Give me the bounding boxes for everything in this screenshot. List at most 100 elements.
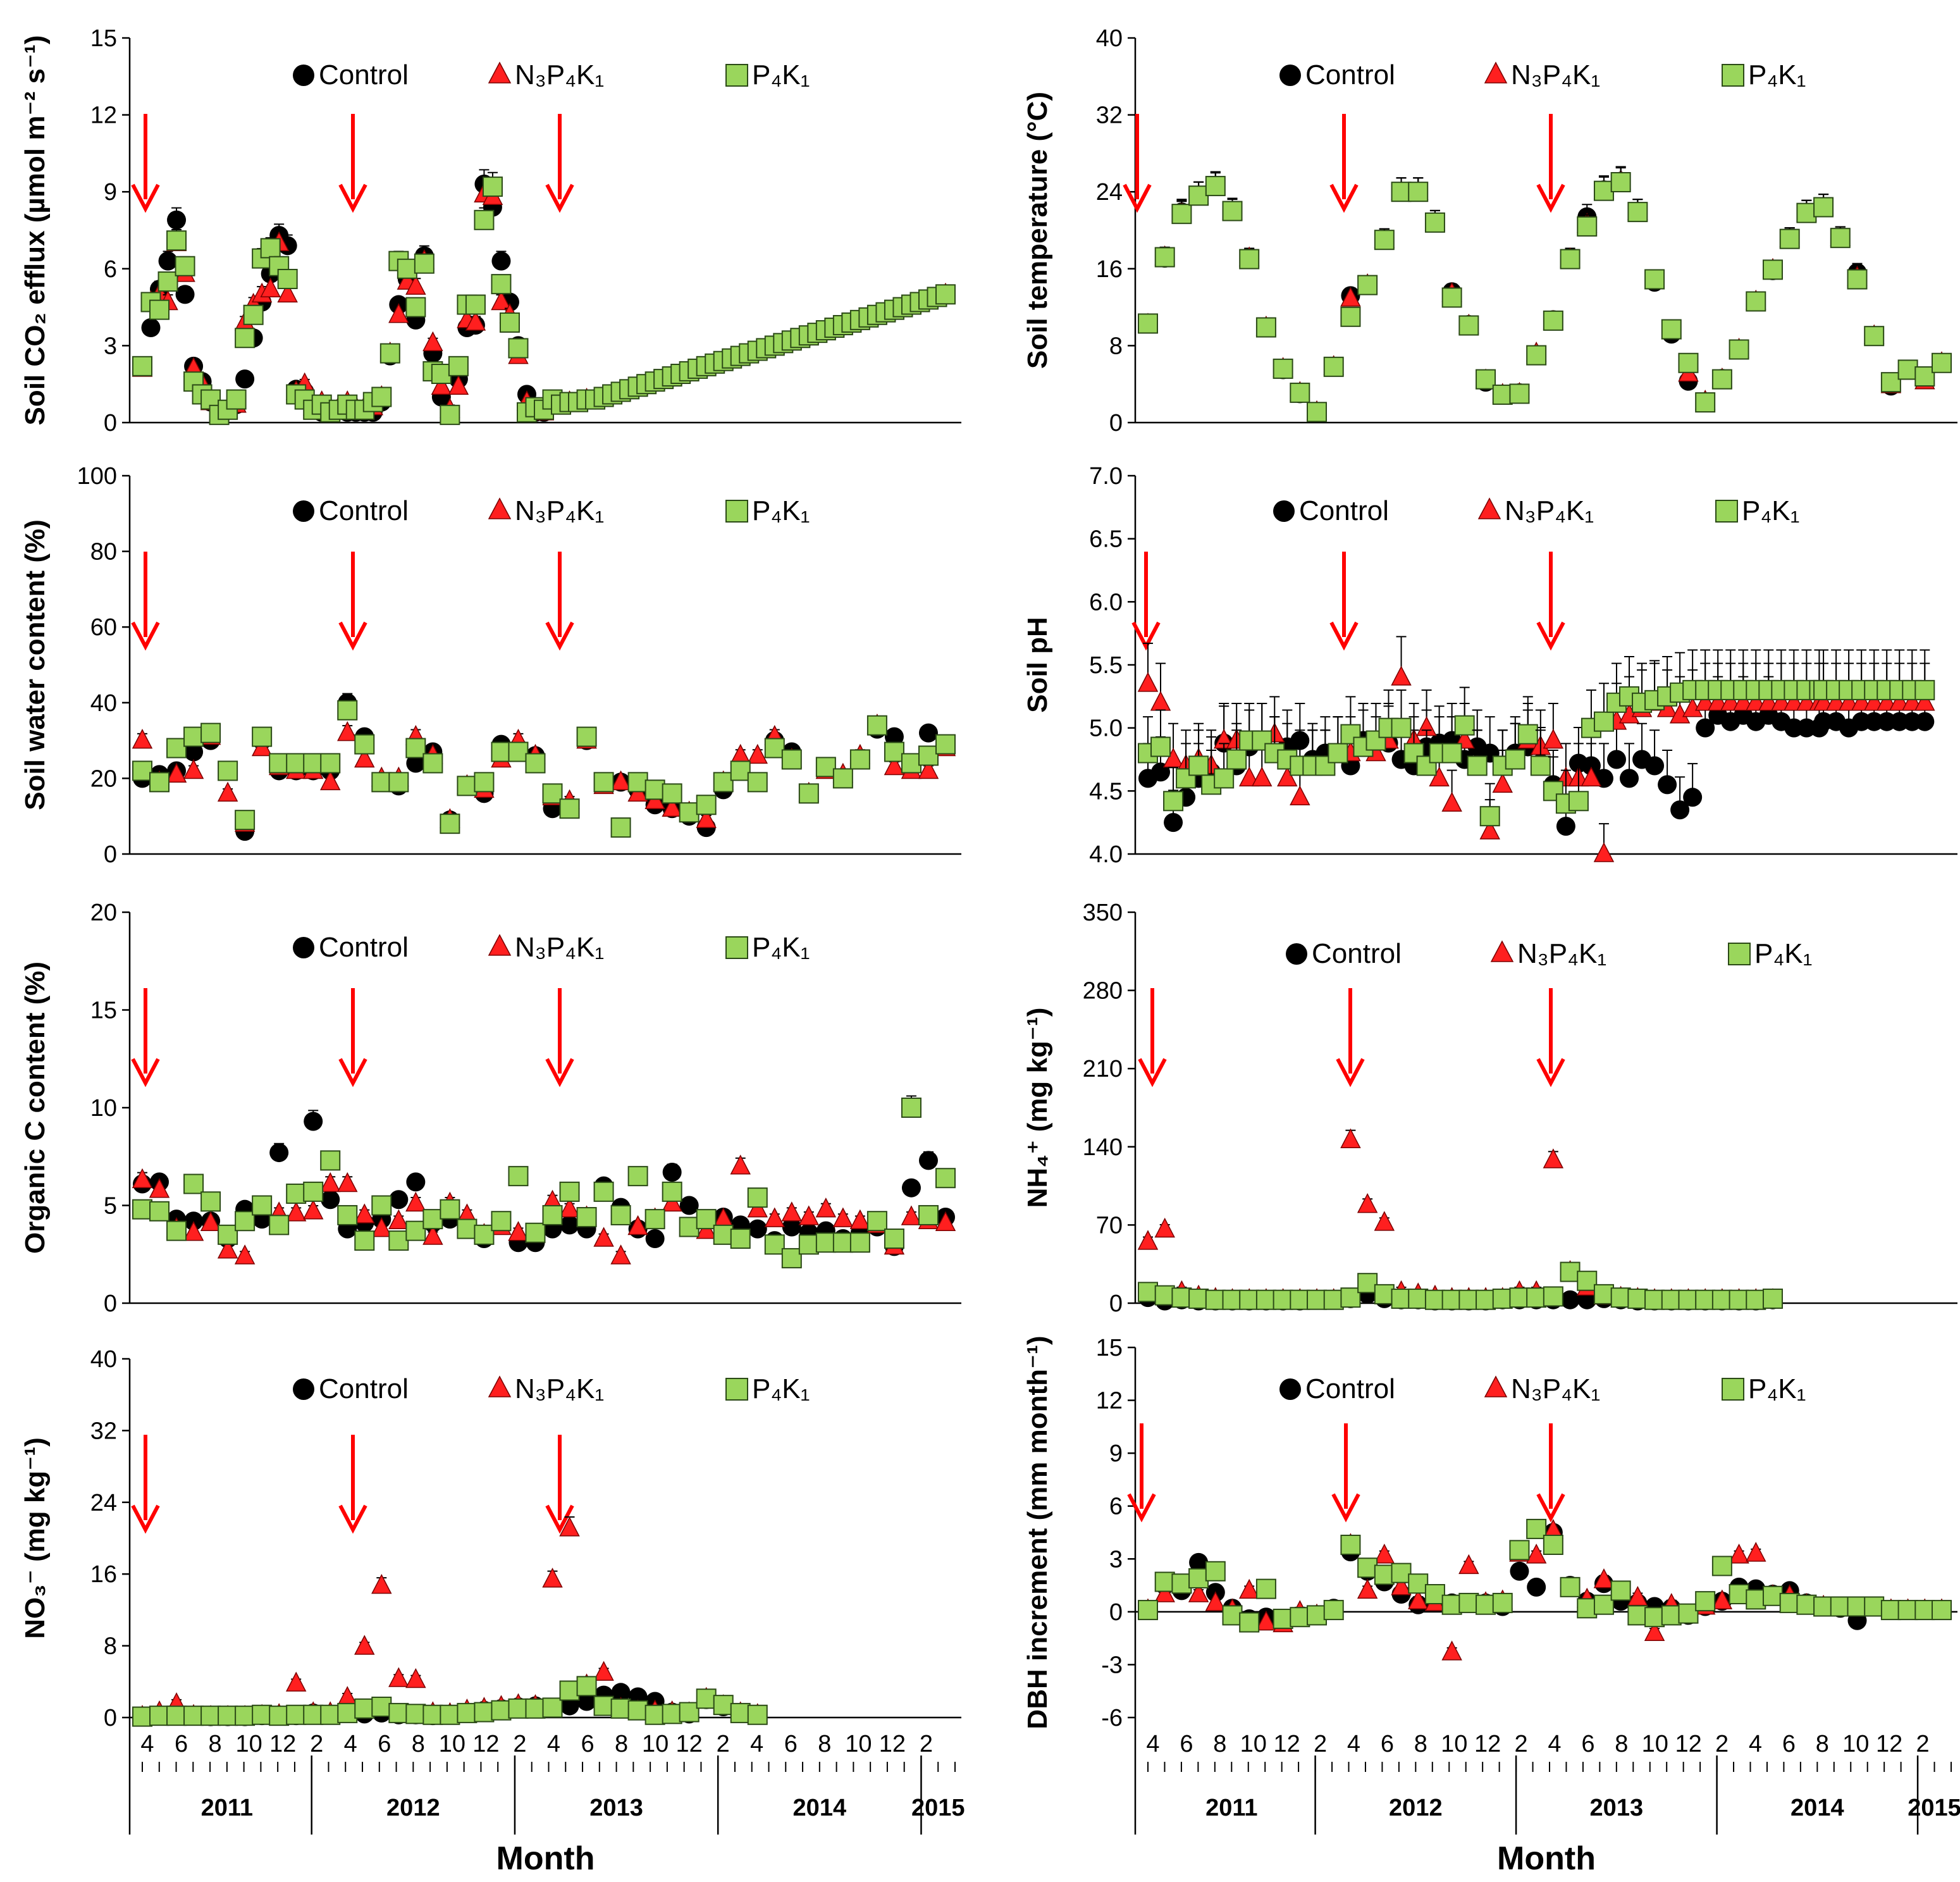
point-p4k1: [1932, 1600, 1952, 1621]
series-group: [1137, 1128, 1784, 1311]
y-tick-label: 7.0: [1089, 463, 1123, 490]
y-axis-title: NO₃⁻ (mg kg⁻¹): [20, 1437, 51, 1639]
point-p4k1: [1644, 269, 1665, 290]
y-tick-label: 4.5: [1089, 778, 1123, 805]
point-n3p4k1: [1746, 691, 1766, 711]
point-p4k1: [235, 1211, 256, 1232]
point-p4k1: [1509, 1540, 1530, 1561]
point-p4k1: [1543, 1535, 1563, 1555]
point-p4k1: [1307, 402, 1328, 423]
point-p4k1: [1577, 1598, 1598, 1619]
point-p4k1: [1729, 339, 1749, 360]
panel-temp: 0 8 16 24 32 40 Soil temperature (°C) Control N₃…: [1022, 25, 1957, 436]
point-n3p4k1: [1889, 691, 1910, 711]
point-p4k1: [1746, 1589, 1766, 1610]
y-axis-title: Soil water content (%): [20, 519, 51, 810]
legend-marker-control: [1279, 65, 1301, 86]
point-n3p4k1: [405, 275, 426, 295]
legend-label-p4k1: P₄K₁: [752, 932, 810, 963]
point-p4k1: [1391, 1288, 1412, 1309]
fertilization-arrow: [131, 552, 160, 651]
point-n3p4k1: [1729, 1544, 1749, 1564]
point-p4k1: [1188, 185, 1209, 206]
point-p4k1: [866, 1211, 887, 1232]
point-p4k1: [226, 389, 247, 410]
legend-marker-control: [293, 1378, 314, 1400]
point-n3p4k1: [422, 1225, 443, 1245]
legend-label-n3p4k1: N₃P₄K₁: [1511, 59, 1600, 90]
point-p4k1: [1492, 384, 1513, 405]
point-p4k1: [576, 1676, 597, 1697]
y-axis-title: Organic C content (%): [20, 962, 51, 1254]
point-p4k1: [508, 741, 529, 762]
point-p4k1: [1610, 1580, 1631, 1601]
point-p4k1: [1526, 345, 1547, 366]
year-label: 2015: [911, 1795, 965, 1821]
point-n3p4k1: [1525, 1544, 1547, 1564]
point-n3p4k1: [183, 758, 204, 779]
point-n3p4k1: [1492, 772, 1513, 793]
point-control: [560, 1696, 579, 1716]
point-p4k1: [1593, 1284, 1614, 1304]
point-n3p4k1: [1593, 1568, 1615, 1588]
point-p4k1: [1239, 249, 1260, 269]
month-tick-label: 8: [1816, 1731, 1829, 1757]
month-tick-label: 4: [547, 1731, 560, 1757]
legend-label-n3p4k1: N₃P₄K₁: [1511, 1373, 1600, 1404]
point-p4k1: [1290, 1289, 1310, 1310]
point-p4k1: [730, 760, 751, 781]
point-p4k1: [559, 1181, 580, 1202]
fertilization-arrow: [1329, 114, 1359, 213]
point-n3p4k1: [1391, 666, 1412, 686]
y-axis-title: NH₄⁺ (mg kg⁻¹): [1022, 1008, 1053, 1208]
point-p4k1: [200, 1191, 221, 1212]
fertilization-arrow: [131, 1435, 160, 1534]
point-p4k1: [175, 256, 195, 276]
point-n3p4k1: [354, 747, 375, 768]
point-control: [560, 1215, 579, 1235]
fertilization-arrow: [1123, 114, 1152, 213]
legend: Control N₃P₄K₁ P₄K₁: [293, 59, 810, 90]
y-tick-label: 9: [1109, 1440, 1123, 1467]
point-p4k1: [388, 772, 409, 793]
point-p4k1: [465, 294, 486, 315]
point-p4k1: [1711, 1556, 1732, 1576]
point-p4k1: [269, 1706, 290, 1726]
y-tick-label: 70: [1096, 1212, 1123, 1239]
point-p4k1: [525, 753, 546, 774]
legend-marker-p4k1: [725, 1378, 748, 1401]
legend: Control N₃P₄K₁ P₄K₁: [293, 1373, 810, 1404]
fertilization-arrow: [338, 552, 367, 651]
month-tick-label: 4: [344, 1731, 357, 1757]
point-n3p4k1: [337, 1686, 358, 1706]
point-p4k1: [1695, 1591, 1716, 1612]
point-control: [321, 1190, 340, 1210]
month-tick-label: 4: [1749, 1731, 1762, 1757]
point-n3p4k1: [431, 375, 452, 395]
point-p4k1: [1644, 1289, 1665, 1310]
y-tick-label: 5: [104, 1193, 117, 1220]
point-n3p4k1: [935, 1211, 956, 1232]
point-n3p4k1: [1771, 691, 1792, 711]
point-p4k1: [260, 238, 281, 259]
point-n3p4k1: [1277, 766, 1298, 787]
point-n3p4k1: [465, 311, 486, 331]
point-p4k1: [1813, 1596, 1834, 1617]
point-n3p4k1: [593, 1661, 614, 1681]
point-p4k1: [1222, 1605, 1243, 1626]
y-tick-label: 9: [104, 179, 117, 206]
point-n3p4k1: [884, 755, 905, 776]
point-p4k1: [1479, 806, 1500, 827]
point-p4k1: [1255, 1578, 1276, 1599]
y-tick-label: 280: [1083, 978, 1123, 1005]
point-n3p4k1: [405, 1191, 426, 1212]
series-group: [132, 1095, 956, 1268]
point-n3p4k1: [1902, 691, 1923, 711]
point-p4k1: [542, 1204, 563, 1225]
month-tick-label: 10: [439, 1731, 465, 1757]
point-n3p4k1: [1290, 785, 1310, 806]
point-p4k1: [1661, 1605, 1682, 1626]
point-p4k1: [696, 795, 717, 815]
point-n3p4k1: [1863, 691, 1885, 711]
point-p4k1: [200, 722, 221, 743]
